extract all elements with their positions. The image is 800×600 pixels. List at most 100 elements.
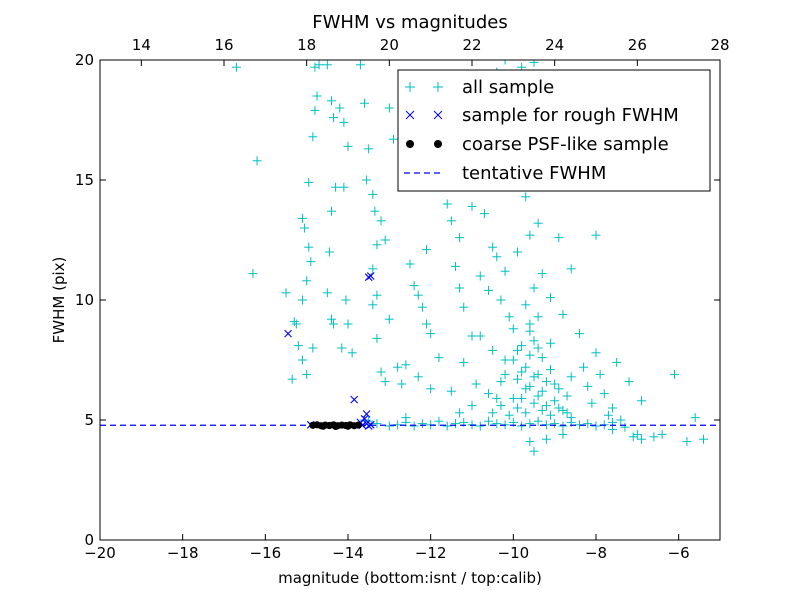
all-sample-point xyxy=(517,367,527,377)
all-sample-point xyxy=(417,419,427,429)
all-sample-point xyxy=(504,410,514,420)
all-sample-point xyxy=(508,355,518,365)
all-sample-point xyxy=(537,353,547,363)
all-sample-point xyxy=(310,105,320,115)
all-sample-point xyxy=(537,386,547,396)
all-sample-point xyxy=(500,355,510,365)
all-sample-point xyxy=(343,319,353,329)
x-tick-label-bottom: −10 xyxy=(498,544,530,562)
all-sample-point xyxy=(616,415,626,425)
all-sample-point xyxy=(529,283,539,293)
all-sample-point xyxy=(298,295,308,305)
series-coarse-psf xyxy=(309,421,362,431)
all-sample-point xyxy=(362,175,372,185)
all-sample-point xyxy=(409,421,419,431)
all-sample-point xyxy=(331,182,341,192)
all-sample-point xyxy=(459,302,469,312)
all-sample-point xyxy=(388,134,398,144)
all-sample-point xyxy=(289,317,299,327)
all-sample-point xyxy=(484,389,494,399)
all-sample-point xyxy=(595,369,605,379)
all-sample-point xyxy=(579,362,589,372)
all-sample-point xyxy=(368,300,378,310)
legend-label-coarse-psf: coarse PSF-like sample xyxy=(462,134,669,155)
all-sample-point xyxy=(479,209,489,219)
all-sample-point xyxy=(517,421,527,431)
all-sample-point xyxy=(434,353,444,363)
all-sample-point xyxy=(422,319,432,329)
all-sample-point xyxy=(508,324,518,334)
all-sample-point xyxy=(562,408,572,418)
x-tick-label-top: 14 xyxy=(132,36,151,54)
all-sample-point xyxy=(517,341,527,351)
all-sample-point xyxy=(558,429,568,439)
coarse-psf-point xyxy=(332,422,340,431)
all-sample-point xyxy=(475,271,485,281)
all-sample-point xyxy=(496,401,506,411)
all-sample-point xyxy=(298,213,308,223)
all-sample-point xyxy=(302,276,312,286)
all-sample-point xyxy=(636,396,646,406)
y-tick-label: 10 xyxy=(75,291,94,309)
all-sample-point xyxy=(546,365,556,375)
all-sample-point xyxy=(504,312,514,322)
all-sample-point xyxy=(471,379,481,389)
all-sample-point xyxy=(304,177,314,187)
all-sample-point xyxy=(291,319,301,329)
all-sample-point xyxy=(517,393,527,403)
all-sample-point xyxy=(347,348,357,358)
legend-box xyxy=(397,69,711,192)
all-sample-point xyxy=(636,434,646,444)
all-sample-point xyxy=(512,403,522,413)
coarse-psf-point xyxy=(344,422,352,430)
all-sample-point xyxy=(302,369,312,379)
all-sample-point xyxy=(324,247,334,257)
all-sample-point xyxy=(384,103,394,113)
all-sample-point xyxy=(322,288,332,298)
all-sample-point xyxy=(326,314,336,324)
legend: all sample sample for rough FWHM coarse … xyxy=(397,69,711,192)
all-sample-point xyxy=(450,261,460,271)
all-sample-point xyxy=(339,182,349,192)
y-tick-label: 5 xyxy=(84,411,94,429)
all-sample-point xyxy=(529,446,539,456)
all-sample-point xyxy=(558,421,568,431)
all-sample-point xyxy=(434,416,444,426)
all-sample-point xyxy=(467,201,477,211)
all-sample-point xyxy=(566,264,576,274)
all-sample-point xyxy=(300,223,310,233)
all-sample-point xyxy=(484,285,494,295)
x-tick-label-bottom: −6 xyxy=(668,544,690,562)
all-sample-point xyxy=(368,189,378,199)
legend-entry-tentative-fwhm: tentative FWHM xyxy=(404,163,606,184)
all-sample-point xyxy=(422,245,432,255)
all-sample-point xyxy=(649,432,659,442)
all-sample-point xyxy=(541,377,551,387)
all-sample-point xyxy=(455,408,465,418)
all-sample-point xyxy=(533,312,543,322)
all-sample-point xyxy=(550,396,560,406)
all-sample-point xyxy=(364,144,374,154)
all-sample-point xyxy=(393,362,403,372)
x-axis-bottom: −20 −18 −16 −14 −12 −10 −8 −6 xyxy=(84,534,690,562)
x-axis-top: 14 16 18 20 22 24 26 28 xyxy=(132,36,730,66)
x-axis-label: magnitude (bottom:isnt / top:calib) xyxy=(278,569,542,587)
all-sample-point xyxy=(628,432,638,442)
all-sample-point xyxy=(397,379,407,389)
all-sample-point xyxy=(401,413,411,423)
all-sample-point xyxy=(612,357,622,367)
all-sample-point xyxy=(413,290,423,300)
all-sample-point xyxy=(442,199,452,209)
all-sample-point xyxy=(308,132,318,142)
x-tick-label-bottom: −8 xyxy=(585,544,607,562)
x-tick-label-bottom: −18 xyxy=(167,544,199,562)
all-sample-point xyxy=(512,374,522,384)
all-sample-point xyxy=(329,319,339,329)
all-sample-point xyxy=(508,393,518,403)
all-sample-point xyxy=(372,419,382,429)
all-sample-point xyxy=(583,381,593,391)
all-sample-point xyxy=(496,295,506,305)
all-sample-point xyxy=(488,408,498,418)
rough-fwhm-point xyxy=(364,273,373,282)
